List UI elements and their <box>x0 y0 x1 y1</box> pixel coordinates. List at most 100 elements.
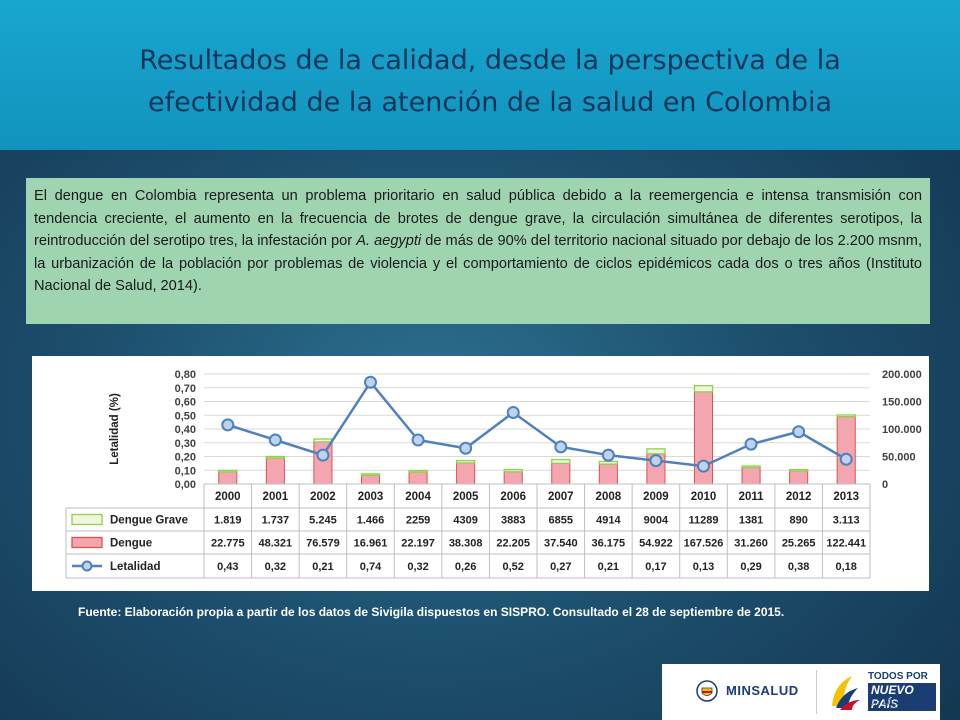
point-letalidad <box>268 433 282 447</box>
bar-dengue-grave <box>503 469 523 473</box>
point-letalidad <box>364 375 377 389</box>
data-label: 31.260 <box>734 538 768 550</box>
data-label: 0,29 <box>740 561 761 573</box>
bar-dengue <box>551 462 571 485</box>
bar-dengue-grave <box>598 460 619 465</box>
point-letalidad <box>697 459 710 473</box>
data-label: 122.441 <box>826 538 866 550</box>
line-letalidad <box>227 380 847 468</box>
y2-tick-label: 200.000 <box>882 369 922 381</box>
data-label: 0,27 <box>550 561 571 573</box>
point-letalidad <box>744 437 758 451</box>
bar-dengue-grave <box>265 455 286 459</box>
legend-key-dengue <box>71 536 103 549</box>
bar-dengue <box>360 474 381 485</box>
chart-svg: 0,00 0,100,20 0,30 0,40 0,500,60 0,70 0,80 0 50.… <box>65 369 922 579</box>
data-label: 38.308 <box>449 538 483 550</box>
point-letalidad <box>839 452 853 466</box>
x-tick-label: 2008 <box>596 491 622 503</box>
minsalud-name: MINSALUD <box>726 683 799 698</box>
y-tick-label: 0,00 <box>175 479 196 491</box>
bar-dengue-grave <box>313 438 333 443</box>
page-title: Resultados de la calidad, desde la persp… <box>70 40 910 124</box>
y-axis-title: Letalidad (%) <box>109 393 121 465</box>
bar-dengue-grave <box>836 414 856 418</box>
bar-dengue-grave <box>551 458 571 465</box>
data-label: 1.737 <box>262 515 290 527</box>
y-tick-label: 0,30 <box>175 438 196 450</box>
data-label: 5.245 <box>309 515 337 527</box>
x-tick-label: 2009 <box>643 491 669 503</box>
intro-paragraph: El dengue en Colombia representa un prob… <box>26 178 930 324</box>
x-tick-label: 2007 <box>548 491 574 503</box>
data-label: 0,21 <box>312 561 333 573</box>
intro-italic: A. aegypti <box>356 233 422 250</box>
y2-tick-label: 50.000 <box>882 452 916 464</box>
data-label: 1.466 <box>357 515 385 527</box>
todos-por-un-nuevo-pais-logo: TODOS POR UN NUEVO PAÍS PAZ EQUIDAD EDUC… <box>822 668 936 716</box>
dengue-chart: 0,00 0,10 0,20 0,30 0,40 0,50 0,60 0,70 0,80 0 50.… <box>32 356 929 591</box>
x-tick-label: 2011 <box>739 491 765 503</box>
bar-dengue-grave <box>646 448 666 455</box>
data-label: 11289 <box>689 515 719 527</box>
bar-dengue <box>456 462 476 485</box>
title-line-2: efectividad de la atención de la salud e… <box>147 87 833 118</box>
logo-line-2: NUEVO PAÍS <box>868 683 936 711</box>
data-label: 16.961 <box>354 538 388 550</box>
legend-key-letalidad-marker <box>81 560 93 572</box>
bar-dengue <box>836 416 856 485</box>
data-label: 25.265 <box>782 538 816 550</box>
data-label: 0,13 <box>693 561 714 573</box>
title-line-1: Resultados de la calidad, desde la persp… <box>139 45 841 76</box>
y-tick-label: 0,10 <box>175 465 196 477</box>
bar-dengue <box>218 470 238 485</box>
y-tick-label: 0,20 <box>175 452 196 464</box>
data-label: 3883 <box>501 515 525 527</box>
data-label: 0,38 <box>788 561 809 573</box>
bar-dengue-grave <box>693 385 714 393</box>
coat-of-arms-icon <box>696 680 718 702</box>
x-tick-label: 2010 <box>691 491 717 503</box>
x-tick-label: 2001 <box>263 491 289 503</box>
point-letalidad <box>411 433 425 447</box>
data-label: 1381 <box>739 515 763 527</box>
bar-dengue-grave <box>218 469 238 473</box>
legend-key-dengue-grave <box>71 513 103 526</box>
data-label: 22.205 <box>496 538 530 550</box>
x-tick-label: 2003 <box>358 491 384 503</box>
x-tick-label: 2013 <box>833 491 859 503</box>
y-tick-label: 0,60 <box>175 397 196 409</box>
bar-dengue-grave <box>360 473 381 477</box>
y-tick-label: 0,40 <box>175 424 196 436</box>
minsalud-logo: MINSALUD <box>670 670 810 714</box>
point-letalidad <box>316 448 330 462</box>
x-tick-label: 2002 <box>310 491 336 503</box>
point-letalidad <box>221 418 235 432</box>
data-label: 0,17 <box>645 561 666 573</box>
data-label: 0,52 <box>503 561 524 573</box>
legend-label: Dengue <box>110 538 152 550</box>
y2-tick-label: 0 <box>882 479 888 491</box>
data-label: 1.819 <box>214 515 242 527</box>
point-letalidad <box>792 425 806 439</box>
bar-dengue-grave <box>455 459 476 464</box>
source-note: Fuente: Elaboración propia a partir de l… <box>78 605 785 619</box>
data-label: 6855 <box>549 515 573 527</box>
x-tick-label: 2012 <box>786 491 812 503</box>
data-label: 22.775 <box>211 538 245 550</box>
logo-divider <box>816 670 817 714</box>
data-label: 2259 <box>406 515 430 527</box>
bar-dengue <box>598 463 618 485</box>
data-label: 76.579 <box>306 538 340 550</box>
bar-dengue-grave <box>408 469 428 473</box>
data-label: 890 <box>789 515 807 527</box>
data-label: 37.540 <box>544 538 578 550</box>
y-tick-label: 0,70 <box>175 383 196 395</box>
y-tick-label: 0,80 <box>175 369 196 381</box>
x-tick-label: 2000 <box>215 491 241 503</box>
data-label: 0,21 <box>598 561 619 573</box>
intro-text-2: de más de 90% del territorio nacional si… <box>34 233 923 295</box>
data-label: 54.922 <box>639 538 673 550</box>
bar-dengue <box>265 456 285 485</box>
data-label: 22.197 <box>401 538 435 550</box>
